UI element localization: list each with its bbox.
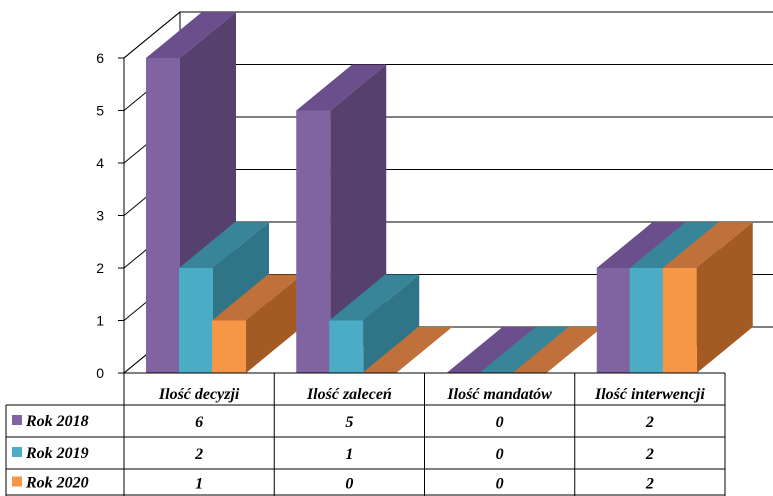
bar-top xyxy=(479,327,570,373)
category-label: Ilość decyzji xyxy=(158,386,240,403)
table-cell: 5 xyxy=(345,414,353,431)
table-cell: 6 xyxy=(195,414,203,431)
category-label: Ilość interwencji xyxy=(594,386,705,403)
table-cell: 1 xyxy=(345,446,353,463)
y-tick-label: 6 xyxy=(96,50,104,66)
bar-top xyxy=(596,222,687,268)
legend-label: Rok 2018 xyxy=(25,413,89,430)
bar-top xyxy=(179,222,269,268)
table-cell: 2 xyxy=(645,414,654,431)
bar-2-1 xyxy=(479,327,570,373)
y-tick-label: 1 xyxy=(96,313,104,329)
bar-front xyxy=(662,268,697,373)
table-cell: 0 xyxy=(496,476,504,493)
y-tick-label: 0 xyxy=(96,365,104,381)
y-tick-label: 3 xyxy=(96,208,104,224)
bar-front xyxy=(179,268,213,373)
data-table: Ilość decyzji Ilość zaleceń Ilość mandatów… xyxy=(5,372,726,496)
bar-front xyxy=(212,320,246,373)
table-cell: 2 xyxy=(194,446,203,463)
bar-front xyxy=(596,268,631,373)
legend-key xyxy=(12,415,22,425)
legend-label: Rok 2020 xyxy=(25,475,89,492)
bar-top xyxy=(662,222,753,268)
legend-label: Rok 2019 xyxy=(25,445,89,462)
table-cell: 2 xyxy=(645,476,654,493)
bar-top xyxy=(362,327,453,373)
bars xyxy=(146,12,753,373)
bar-front xyxy=(146,58,180,373)
table-cell: 2 xyxy=(645,446,654,463)
table-cell: 0 xyxy=(496,414,504,431)
y-tick-label: 4 xyxy=(96,155,104,171)
bar-0-2 xyxy=(212,274,302,373)
bar-side xyxy=(696,222,753,373)
legend-key xyxy=(12,447,22,457)
bar-top xyxy=(146,12,236,58)
table-cell: 1 xyxy=(195,476,203,493)
bar-top xyxy=(212,274,302,321)
bar-front xyxy=(329,320,364,373)
y-axis: 0 1 2 3 4 5 6 xyxy=(96,50,124,381)
legend-key xyxy=(12,476,22,487)
table-cell: 0 xyxy=(345,476,353,493)
table-cell: 0 xyxy=(496,446,504,463)
bar-side xyxy=(246,274,302,373)
bar-1-2 xyxy=(362,327,453,373)
bar-top xyxy=(512,327,603,373)
bar-2-2 xyxy=(512,327,603,373)
bar-top xyxy=(296,64,387,111)
bar-front xyxy=(629,268,664,373)
y-tick-label: 5 xyxy=(96,103,104,119)
bar-1-1 xyxy=(329,274,420,373)
y-tick-label: 2 xyxy=(96,260,104,276)
category-label: Ilość mandatów xyxy=(446,386,552,403)
wall-top-edge xyxy=(123,11,181,59)
bar-3-2 xyxy=(662,222,753,373)
category-label: Ilość zaleceń xyxy=(306,386,392,403)
bar-top xyxy=(446,327,537,373)
bar-side xyxy=(363,274,420,373)
bar-top xyxy=(329,274,420,321)
bar-top xyxy=(629,222,720,268)
bar-front xyxy=(296,110,331,373)
